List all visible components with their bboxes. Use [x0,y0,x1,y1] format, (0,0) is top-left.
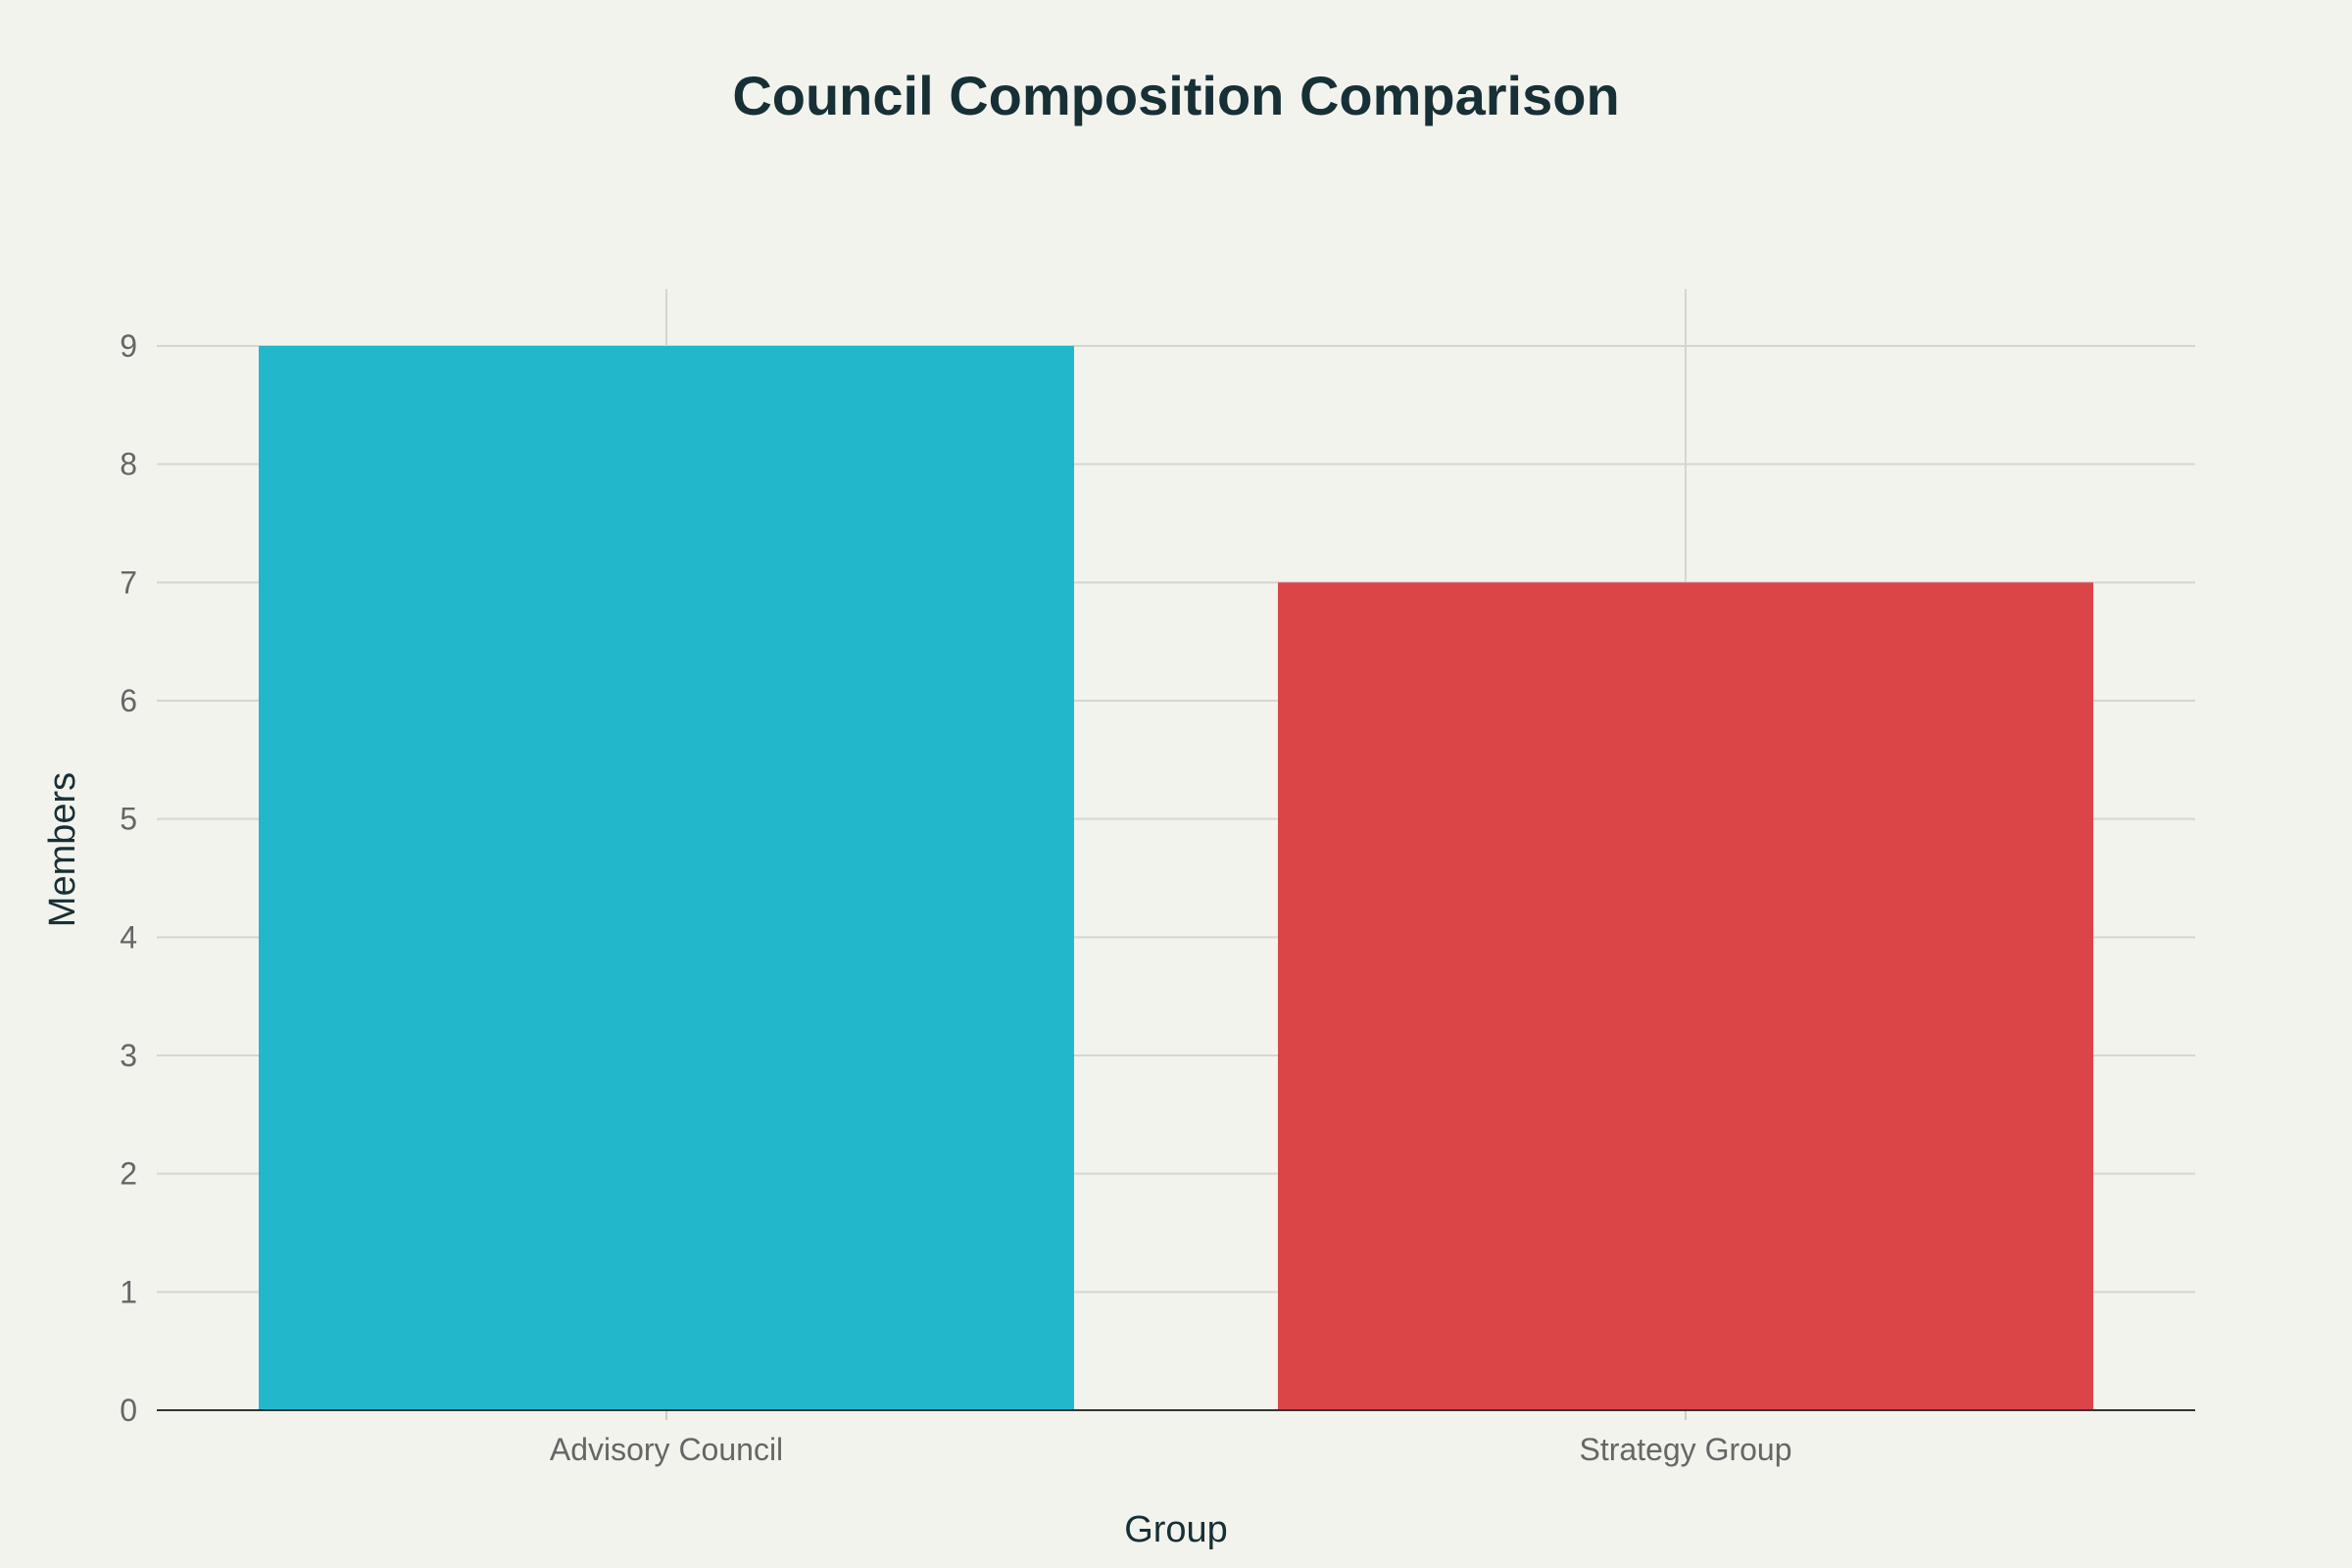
y-tick-label: 1 [120,1274,137,1309]
bar-advisory-council [259,346,1074,1410]
bars [259,346,2093,1410]
tick-labels: 0 1 2 3 4 5 6 7 8 9 Advisory Council Strategy Group [120,328,1791,1467]
y-tick-label: 2 [120,1156,137,1192]
y-tick-label: 8 [120,447,137,482]
axes [157,1409,2195,1420]
y-tick-label: 3 [120,1038,137,1073]
x-axis-title: Group [1124,1509,1228,1550]
y-tick-label: 0 [120,1393,137,1428]
y-tick-label: 5 [120,802,137,837]
bar-strategy-group [1278,582,2093,1410]
x-tick-label: Strategy Group [1580,1432,1792,1467]
y-tick-label: 6 [120,683,137,718]
y-tick-label: 7 [120,564,137,600]
x-tick-label: Advisory Council [550,1432,783,1467]
chart-title: Council Composition Comparison [732,65,1619,126]
y-axis-title: Members [42,772,83,927]
y-tick-label: 9 [120,328,137,364]
y-tick-label: 4 [120,919,137,955]
